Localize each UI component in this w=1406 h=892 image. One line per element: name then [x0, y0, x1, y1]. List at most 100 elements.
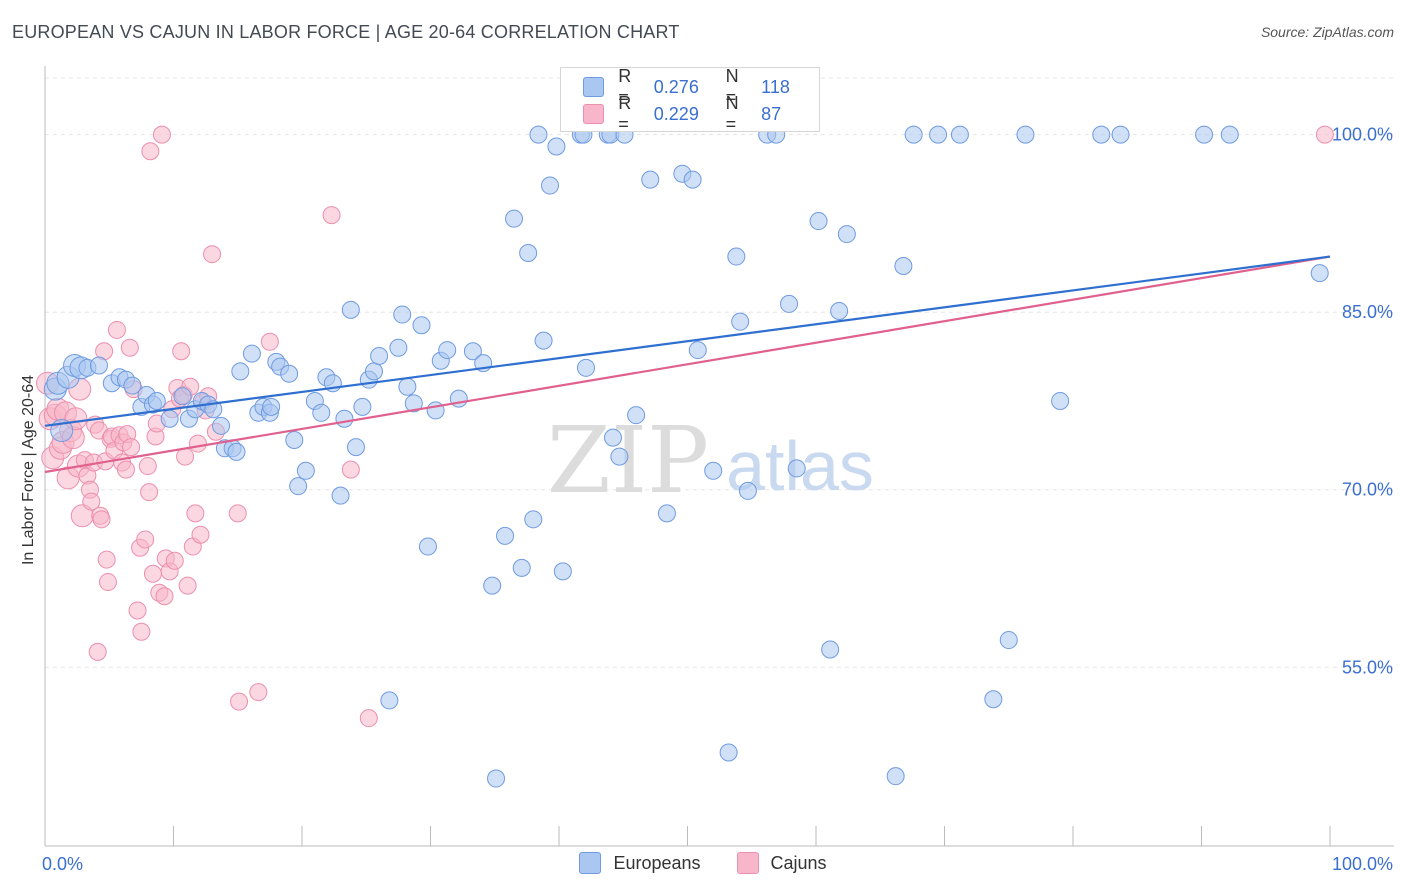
europeans-point	[418, 537, 437, 556]
europeans-point	[89, 356, 108, 375]
cajuns-point	[165, 551, 184, 570]
europeans-point	[809, 212, 828, 231]
legend-item-cajuns[interactable]: Cajuns	[736, 852, 827, 874]
europeans-point	[123, 376, 142, 395]
legend-item-europeans[interactable]: Europeans	[579, 852, 701, 874]
cajuns-point	[152, 125, 171, 144]
y-tick-label: 70.0%	[1342, 480, 1393, 500]
cajuns-point	[228, 504, 247, 523]
cajuns-point	[132, 622, 151, 641]
europeans-swatch	[579, 852, 602, 874]
legend-n-label: N =	[725, 93, 739, 134]
europeans-point	[524, 510, 543, 529]
europeans-point	[285, 431, 304, 450]
y-tick-label: 85.0%	[1342, 302, 1393, 322]
chart-title: EUROPEAN VS CAJUN IN LABOR FORCE | AGE 2…	[12, 22, 680, 42]
europeans-point	[1092, 125, 1111, 144]
europeans-point	[173, 387, 192, 406]
cajuns-point	[140, 483, 159, 502]
europeans-point	[688, 341, 707, 360]
europeans-point	[505, 209, 524, 228]
europeans-point	[641, 170, 660, 189]
europeans-point	[837, 225, 856, 244]
cajuns-point	[116, 460, 135, 479]
cajuns-point	[203, 245, 222, 264]
source-credit: Source: ZipAtlas.com	[1260, 24, 1394, 40]
series-legend: Europeans Cajuns	[0, 852, 1406, 874]
cajuns-point	[172, 342, 191, 361]
europeans-point	[894, 257, 913, 276]
europeans-point	[404, 394, 423, 413]
europeans-point	[331, 486, 350, 505]
europeans-point	[242, 344, 261, 363]
europeans-point	[483, 576, 502, 595]
europeans-point	[312, 403, 331, 422]
europeans-point	[529, 125, 548, 144]
cajuns-point	[1315, 125, 1334, 144]
cajuns-point	[120, 338, 139, 357]
x-tick-label-max: 100.0%	[1332, 854, 1393, 874]
cajuns-point	[97, 550, 116, 569]
europeans-point	[341, 300, 360, 319]
europeans-point	[412, 316, 431, 335]
cajuns-point	[322, 206, 341, 225]
cajuns-point	[92, 510, 111, 529]
europeans-point	[1111, 125, 1130, 144]
watermark-zip: ZIP	[547, 407, 709, 514]
europeans-point	[519, 244, 538, 263]
europeans-point	[610, 447, 629, 466]
europeans-point	[487, 769, 506, 788]
europeans-point	[821, 640, 840, 659]
europeans-point	[603, 428, 622, 447]
europeans-point	[512, 558, 531, 577]
europeans-point	[547, 137, 566, 156]
legend-n-value: 118	[761, 76, 790, 97]
europeans-point	[704, 461, 723, 480]
legend-r-value: 0.229	[653, 103, 699, 124]
cajuns-label: Cajuns	[770, 852, 827, 873]
europeans-point	[627, 406, 646, 425]
cajuns-point	[138, 457, 157, 476]
cajuns-point	[143, 564, 162, 583]
europeans-point	[553, 562, 572, 581]
europeans-point	[262, 397, 281, 416]
legend-n-label: N =	[725, 66, 739, 107]
europeans-point	[738, 481, 757, 500]
europeans-point	[984, 690, 1003, 709]
cajuns-point	[191, 525, 210, 544]
legend-row-cajuns: R = 0.229 N = 87	[583, 93, 819, 134]
legend-r-label: R =	[618, 66, 632, 107]
europeans-point	[731, 312, 750, 331]
cajuns-point	[186, 504, 205, 523]
europeans-point	[1016, 125, 1035, 144]
cajuns-point	[260, 332, 279, 351]
legend-r-value: 0.276	[653, 76, 699, 97]
cajuns-swatch	[736, 852, 759, 874]
europeans-point	[683, 170, 702, 189]
cajuns-point	[141, 142, 160, 161]
europeans-point	[1310, 264, 1329, 283]
cajuns-point	[188, 434, 207, 453]
cajuns-point	[178, 576, 197, 595]
europeans-label: Europeans	[613, 852, 701, 873]
europeans-point	[335, 409, 354, 428]
cajuns-point	[249, 683, 268, 702]
europeans-point	[1220, 125, 1239, 144]
x-tick-label-min: 0.0%	[42, 854, 83, 874]
cajuns-point	[176, 447, 195, 466]
europeans-point	[398, 377, 417, 396]
europeans-point	[289, 477, 308, 496]
europeans-point	[727, 247, 746, 266]
europeans-point	[370, 346, 389, 365]
europeans-point	[353, 397, 372, 416]
europeans-point	[227, 442, 246, 461]
cajuns-point	[155, 587, 174, 606]
europeans-point	[830, 302, 849, 321]
europeans-point	[231, 362, 250, 381]
europeans-point	[364, 362, 383, 381]
cajuns-point	[88, 642, 107, 661]
europeans-point	[438, 341, 457, 360]
legend-r-label: R =	[618, 93, 632, 134]
europeans-point	[1195, 125, 1214, 144]
cajuns-trend-line	[44, 255, 1331, 474]
